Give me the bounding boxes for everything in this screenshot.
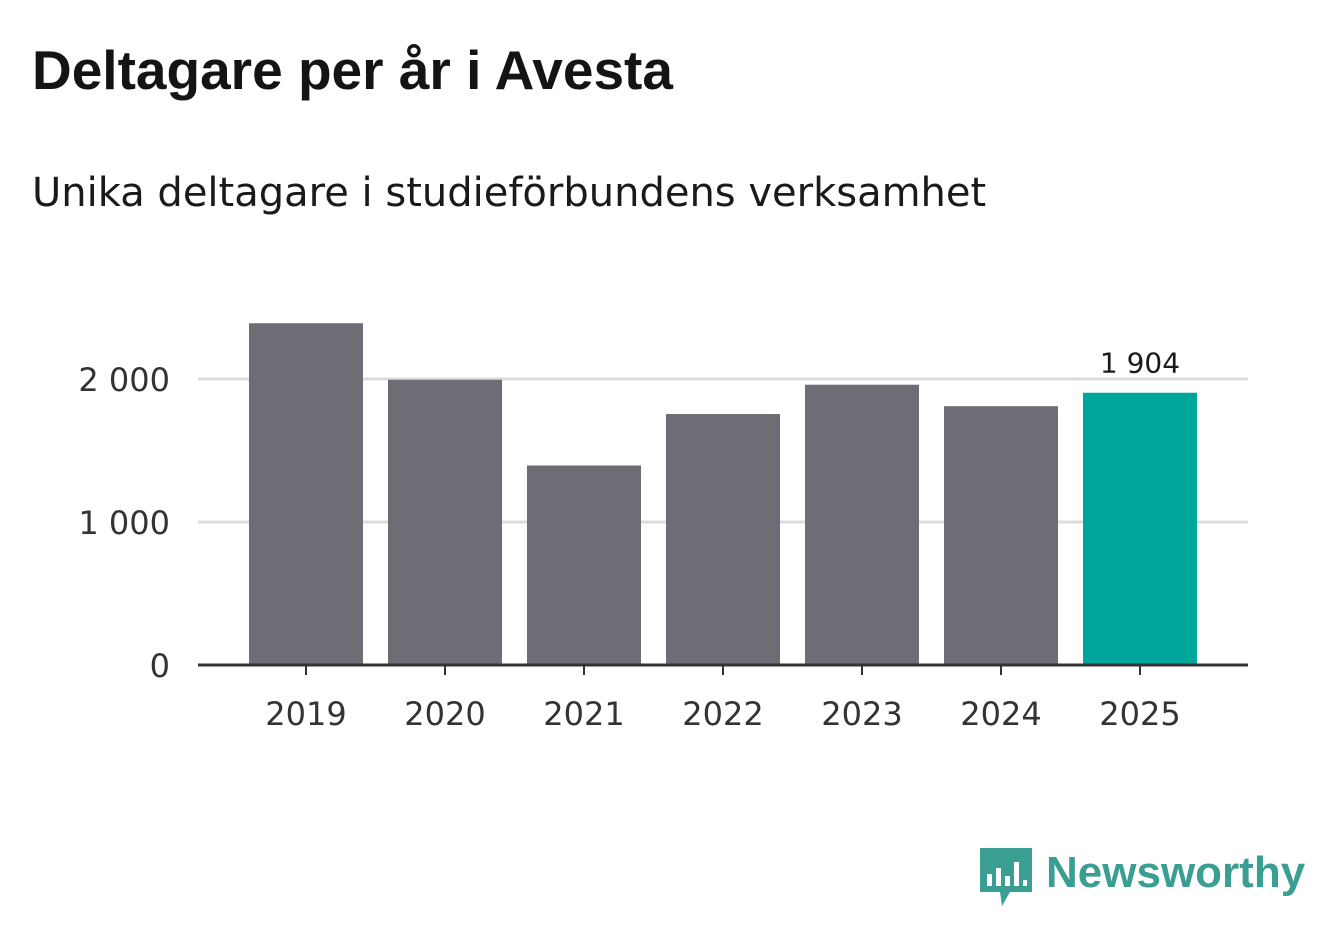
y-tick-label: 1 000 <box>78 504 170 542</box>
bar-2023 <box>805 384 919 665</box>
y-tick-label: 0 <box>150 647 170 685</box>
x-tick-label: 2025 <box>1099 695 1180 733</box>
bar-2024 <box>944 406 1058 665</box>
chart-title: Deltagare per år i Avesta <box>32 39 673 101</box>
y-tick-label: 2 000 <box>78 361 170 399</box>
x-tick-label: 2022 <box>682 695 763 733</box>
x-tick-label: 2023 <box>821 695 902 733</box>
brand-name: Newsworthy <box>1046 848 1306 897</box>
bar-2019 <box>249 323 363 665</box>
brand-logo: Newsworthy <box>980 848 1305 910</box>
x-tick-label: 2019 <box>265 695 346 733</box>
newsworthy-logo-icon <box>980 848 1032 906</box>
x-tick-label: 2021 <box>543 695 624 733</box>
bar-2020 <box>388 379 502 665</box>
chart-subtitle: Unika deltagare i studieförbundens verks… <box>32 170 987 216</box>
x-tick-label: 2020 <box>404 695 485 733</box>
bar-2022 <box>666 414 780 665</box>
x-tick-label: 2024 <box>960 695 1041 733</box>
bar-2025 <box>1083 392 1197 665</box>
data-label: 1 904 <box>1100 347 1180 380</box>
bar-2021 <box>527 465 641 665</box>
